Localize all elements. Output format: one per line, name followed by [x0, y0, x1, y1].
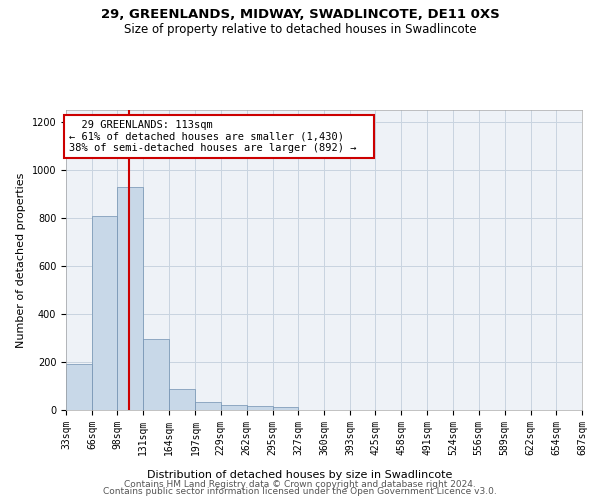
Bar [221, 405, 247, 410]
Y-axis label: Number of detached properties: Number of detached properties [16, 172, 26, 348]
Bar [92, 216, 117, 410]
Bar [169, 389, 196, 410]
Bar [143, 339, 169, 410]
Bar [66, 364, 92, 410]
Text: Contains HM Land Registry data © Crown copyright and database right 2024.: Contains HM Land Registry data © Crown c… [124, 480, 476, 489]
Bar [273, 407, 298, 410]
Bar [247, 406, 273, 410]
Text: 29 GREENLANDS: 113sqm
← 61% of detached houses are smaller (1,430)
38% of semi-d: 29 GREENLANDS: 113sqm ← 61% of detached … [69, 120, 369, 153]
Bar [196, 402, 221, 410]
Text: Contains public sector information licensed under the Open Government Licence v3: Contains public sector information licen… [103, 487, 497, 496]
Bar [117, 187, 143, 410]
Text: 29, GREENLANDS, MIDWAY, SWADLINCOTE, DE11 0XS: 29, GREENLANDS, MIDWAY, SWADLINCOTE, DE1… [101, 8, 499, 20]
Text: Distribution of detached houses by size in Swadlincote: Distribution of detached houses by size … [148, 470, 452, 480]
Text: Size of property relative to detached houses in Swadlincote: Size of property relative to detached ho… [124, 22, 476, 36]
